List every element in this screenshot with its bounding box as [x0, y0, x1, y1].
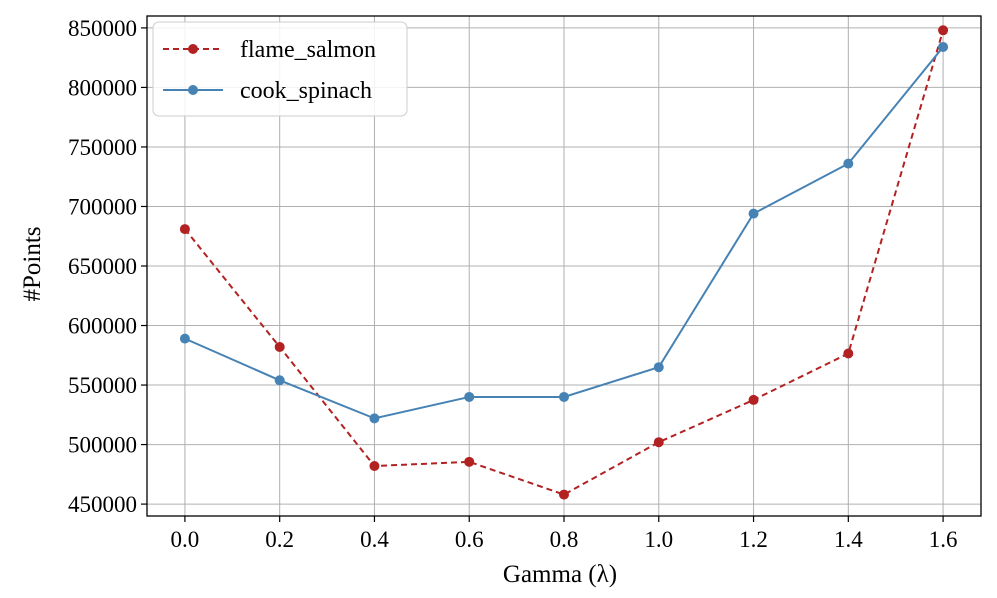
- data-point: [559, 391, 569, 402]
- legend-entry-flame_salmon: flame_salmon: [163, 37, 376, 63]
- x-tick-label: 1.0: [644, 527, 673, 552]
- data-point: [179, 224, 190, 235]
- x-tick-label: 1.2: [739, 527, 768, 552]
- y-axis-label: #Points: [19, 226, 46, 301]
- data-point: [938, 25, 949, 36]
- x-tick-label: 0.0: [171, 527, 200, 552]
- y-tick-label: 450000: [68, 492, 137, 517]
- y-tick-label: 500000: [68, 433, 137, 458]
- legend: flame_salmon cook_spinach: [152, 21, 408, 117]
- legend-box: [152, 21, 408, 117]
- x-tick-label: 1.6: [929, 527, 958, 552]
- x-tick-label: 0.6: [455, 527, 484, 552]
- legend-swatch-marker: [188, 85, 198, 95]
- x-tick-label: 1.4: [834, 527, 863, 552]
- data-point: [179, 333, 190, 344]
- y-tick-label: 800000: [68, 75, 137, 100]
- data-point: [369, 461, 380, 471]
- series-flame_salmon: [179, 25, 949, 500]
- series-cook_spinach: [179, 41, 949, 424]
- y-tick-label: 750000: [68, 135, 137, 160]
- data-point: [653, 362, 664, 373]
- data-point: [843, 158, 854, 169]
- y-tick-label: 700000: [68, 194, 137, 219]
- legend-swatch-marker: [188, 44, 198, 54]
- grid: [147, 16, 981, 516]
- x-tick-label: 0.2: [265, 527, 294, 552]
- y-tick-label: 650000: [68, 254, 137, 279]
- axis-ticks: 0.0 0.2 0.4 0.6 0.8 1.0 1.2 1.4 1.6 450000 500000 5…: [68, 16, 957, 552]
- y-tick-label: 600000: [68, 314, 137, 339]
- data-point: [938, 41, 949, 52]
- legend-label: flame_salmon: [240, 37, 376, 63]
- legend-label: cook_spinach: [240, 78, 372, 104]
- data-point: [274, 341, 285, 352]
- data-point: [748, 208, 759, 219]
- data-point: [748, 394, 759, 405]
- y-tick-label: 550000: [68, 373, 137, 398]
- data-point: [464, 456, 475, 467]
- x-axis-label: Gamma (λ): [503, 561, 617, 588]
- y-tick-label: 850000: [68, 16, 137, 41]
- data-point: [843, 348, 854, 359]
- data-point: [369, 413, 380, 424]
- x-tick-label: 0.8: [550, 527, 579, 552]
- legend-entry-cook_spinach: cook_spinach: [163, 78, 372, 104]
- x-tick-label: 0.4: [360, 527, 389, 552]
- series-layer: [179, 25, 949, 500]
- data-point: [653, 437, 664, 448]
- data-point: [274, 375, 285, 386]
- series-line-flame_salmon: [184, 30, 945, 496]
- data-point: [559, 489, 569, 500]
- data-point: [464, 391, 475, 402]
